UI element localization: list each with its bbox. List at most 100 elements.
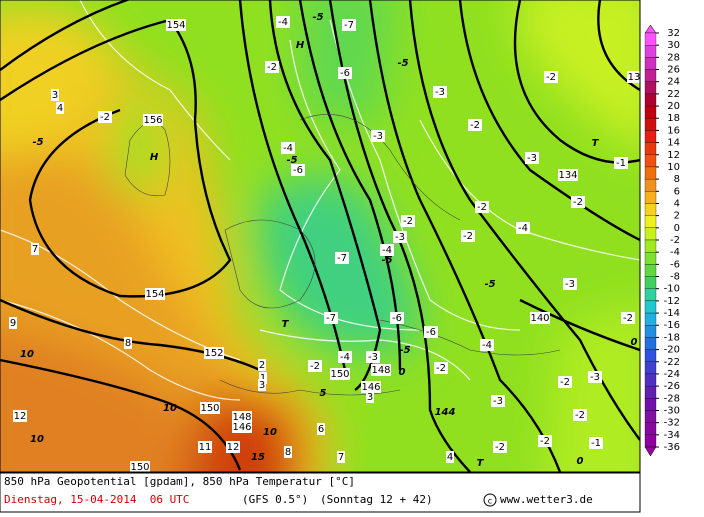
label-box [573, 409, 587, 421]
label-box [317, 423, 325, 435]
contour-label: 7 [32, 244, 38, 255]
contour-label: -2 [623, 313, 633, 324]
label-box [200, 402, 220, 414]
contour-label: -7 [326, 313, 336, 324]
contour-label-bold: 10 [20, 349, 34, 360]
colorbar-swatch [644, 93, 657, 107]
colorbar-top-arrow [644, 24, 657, 34]
contour-label-bold: 0 [577, 456, 584, 467]
contour-label: 12 [227, 442, 240, 453]
contour-label-bold: 10 [30, 434, 44, 445]
colorbar-label: 6 [674, 186, 680, 197]
label-box [145, 288, 165, 300]
contour-label: 6 [318, 424, 324, 435]
label-box [166, 19, 186, 31]
colorbar-swatch [644, 276, 657, 289]
label-box [371, 364, 391, 376]
colorbar-label: 4 [674, 198, 680, 209]
colorbar-label: 28 [667, 52, 680, 63]
contour-label-bold: -5 [399, 345, 410, 356]
contour-label: 8 [285, 447, 291, 458]
colorbar-swatch [644, 227, 657, 241]
colorbar-swatch [644, 81, 657, 95]
contour-label: 148 [232, 412, 251, 423]
contour-label: -6 [293, 165, 303, 176]
colorbar-label: -18 [664, 332, 680, 343]
colorbar-swatch [644, 252, 657, 265]
label-box [338, 351, 352, 363]
contour-label: -1 [616, 158, 626, 169]
label-box [258, 359, 266, 371]
contour-label: -2 [575, 410, 585, 421]
label-box [475, 201, 489, 213]
footer-site: www.wetter3.de [500, 493, 593, 506]
label-box [589, 437, 603, 449]
contour-label: -1 [591, 438, 601, 449]
contour-label: 150 [130, 462, 149, 473]
colorbar-swatch [644, 312, 657, 326]
contour-label-bold: 5 [320, 388, 327, 399]
colorbar-swatch [644, 57, 657, 70]
label-box [393, 231, 407, 243]
colorbar-label: -22 [664, 357, 680, 368]
contour-label: 140 [530, 313, 549, 324]
label-box [563, 278, 577, 290]
contour-label: 4 [447, 452, 453, 463]
colorbar-label: -36 [664, 442, 680, 453]
contour-label: 12 [14, 411, 27, 422]
colorbar-swatch [644, 130, 657, 143]
colorbar-swatch [644, 373, 657, 387]
contour-label: -4 [340, 352, 350, 363]
colorbar-swatch [644, 142, 657, 155]
footer-frame [0, 472, 641, 513]
label-box [9, 317, 17, 329]
footer-date: Dienstag, 15-04-2014 06 UTC [4, 493, 189, 506]
label-box [480, 339, 494, 351]
contour-label: -3 [527, 153, 537, 164]
contour-label: -3 [435, 87, 445, 98]
contour-label: -2 [470, 120, 480, 131]
contour-label: 4 [57, 103, 63, 114]
contour-label: -3 [590, 372, 600, 383]
colorbar-label: -2 [670, 235, 680, 246]
colorbar-swatch [644, 191, 657, 204]
colorbar-label: -14 [664, 308, 680, 319]
colorbar-swatch [644, 337, 657, 350]
label-box [530, 312, 550, 324]
colorbar-swatch [644, 434, 657, 448]
colorbar-label: -28 [664, 393, 680, 404]
label-box [335, 252, 349, 264]
contour-label: 134 [558, 170, 577, 181]
label-box [446, 451, 454, 463]
contour-label: 148 [371, 365, 390, 376]
label-box [124, 337, 132, 349]
colorbar-swatch [644, 385, 657, 399]
label-box [265, 61, 279, 73]
colorbar-label: 12 [667, 150, 680, 161]
colorbar-swatch [644, 154, 657, 168]
colorbar-label: 2 [674, 211, 680, 222]
label-box [291, 164, 305, 176]
contour-label-bold: T [477, 458, 485, 469]
colorbar-swatch [644, 300, 657, 314]
contour-label: 3 [52, 90, 58, 101]
contour-label-bold: -5 [397, 58, 408, 69]
contour-label-bold: -5 [312, 12, 323, 23]
label-box [324, 312, 338, 324]
label-box [571, 196, 585, 208]
label-box [361, 381, 381, 393]
label-box [621, 312, 635, 324]
colorbar-label: -26 [664, 381, 680, 392]
label-box [433, 86, 447, 98]
label-box [558, 376, 572, 388]
contour-label-bold: T [282, 319, 290, 330]
colorbar-swatch [644, 239, 657, 253]
label-box [366, 351, 380, 363]
label-box [232, 421, 252, 433]
colorbar-label: -34 [664, 430, 680, 441]
colorbar-swatch [644, 105, 657, 119]
colorbar-label: -10 [664, 284, 680, 295]
colorbar-label: 32 [667, 28, 680, 39]
label-box [525, 152, 539, 164]
